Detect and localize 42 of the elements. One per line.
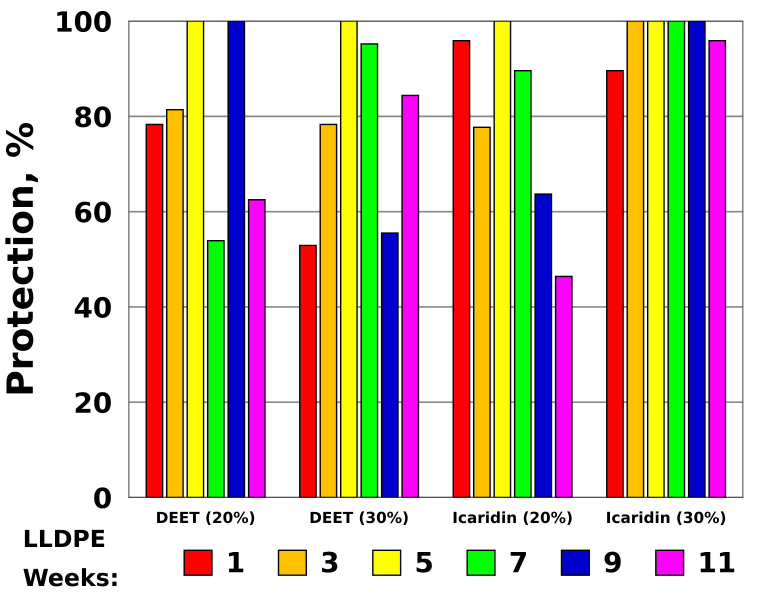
x-tick-label: DEET (30%) xyxy=(310,511,408,525)
legend-label: 11 xyxy=(700,552,734,572)
y-tick-label: 100 xyxy=(57,11,111,32)
legend-label: 5 xyxy=(416,552,432,573)
bar xyxy=(514,70,532,498)
bar xyxy=(493,21,512,498)
bar xyxy=(473,126,491,498)
bar xyxy=(206,240,225,498)
bar xyxy=(320,124,338,498)
x-tick-label: Icaridin (20%) xyxy=(454,511,572,525)
y-tick-label: 40 xyxy=(74,296,111,318)
y-axis-title: Protection, % xyxy=(5,123,38,394)
bar xyxy=(667,21,686,498)
y-tick-label: 60 xyxy=(75,202,111,223)
bar xyxy=(146,124,164,498)
bar xyxy=(708,40,726,498)
bar xyxy=(227,21,246,498)
x-tick-label: Icaridin (30%) xyxy=(607,511,726,525)
bar xyxy=(534,193,552,498)
y-tick-label: 0 xyxy=(94,487,111,508)
bar xyxy=(554,276,573,498)
bar xyxy=(401,94,420,498)
y-tick-label: 20 xyxy=(76,392,111,414)
legend-title: LLDPE Weeks: xyxy=(23,530,117,586)
bar xyxy=(248,199,266,498)
bar xyxy=(360,43,378,498)
bar xyxy=(340,21,358,498)
bar xyxy=(452,40,470,498)
y-tick-label: 80 xyxy=(75,106,111,128)
bar xyxy=(646,21,665,498)
legend-label: 9 xyxy=(604,552,621,573)
bar xyxy=(626,21,644,498)
legend-label: 7 xyxy=(510,552,526,572)
legend-label: 1 xyxy=(228,552,244,572)
bar xyxy=(186,21,204,498)
legend-label: 3 xyxy=(322,552,338,573)
bar xyxy=(606,70,624,498)
bar xyxy=(380,232,399,498)
bar xyxy=(166,109,184,498)
bar xyxy=(299,244,317,498)
bar xyxy=(688,21,706,498)
x-tick-label: DEET (20%) xyxy=(157,511,254,525)
